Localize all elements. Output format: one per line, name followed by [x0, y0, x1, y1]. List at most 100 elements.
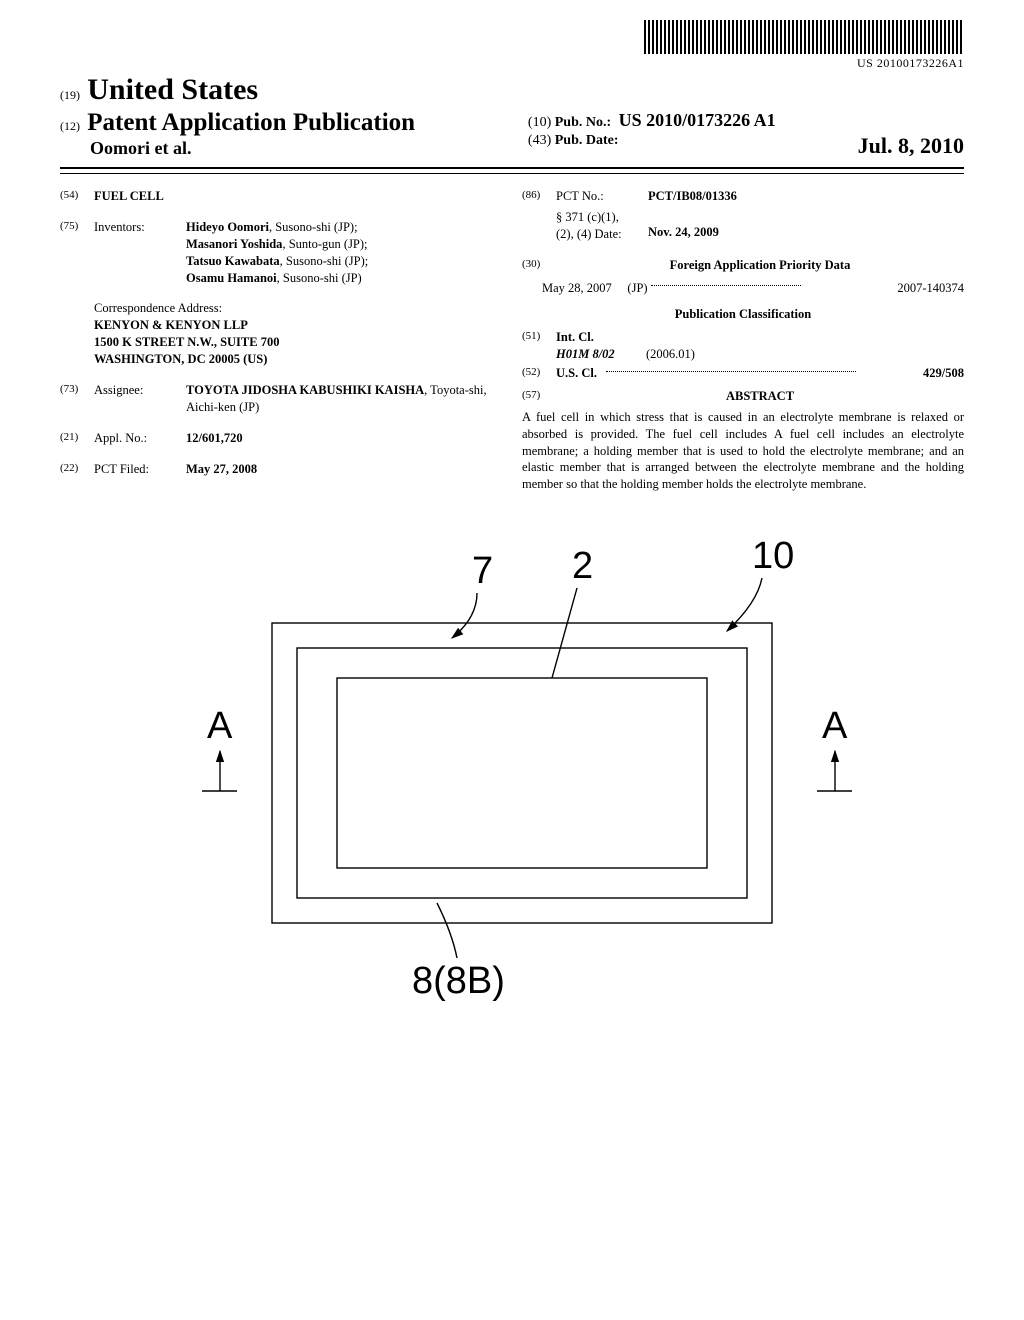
code-21: (21)	[60, 430, 94, 447]
bibliographic-data: (54) FUEL CELL (75) Inventors: Hideyo Oo…	[60, 188, 964, 493]
title-entry: (54) FUEL CELL	[60, 188, 502, 205]
s371-entry: § 371 (c)(1), (2), (4) Date: Nov. 24, 20…	[522, 209, 964, 243]
appl-no-entry: (21) Appl. No.: 12/601,720	[60, 430, 502, 447]
leader-8	[437, 903, 457, 958]
inventor-loc: , Sunto-gun (JP);	[282, 237, 367, 251]
abstract-text: A fuel cell in which stress that is caus…	[522, 409, 964, 493]
code-12: (12)	[60, 119, 80, 133]
country-name: United States	[87, 73, 258, 106]
code-73: (73)	[60, 382, 94, 416]
assignee-name: TOYOTA JIDOSHA KABUSHIKI KAISHA	[186, 383, 424, 397]
foreign-priority-row: May 28, 2007 (JP) 2007-140374	[542, 280, 964, 297]
assignee-entry: (73) Assignee: TOYOTA JIDOSHA KABUSHIKI …	[60, 382, 502, 416]
corr-line: KENYON & KENYON LLP	[94, 318, 248, 332]
inventors-entry: (75) Inventors: Hideyo Oomori, Susono-sh…	[60, 219, 502, 287]
s371-a: § 371 (c)(1),	[556, 210, 619, 224]
figure-label-10: 10	[752, 535, 794, 577]
dotfill	[606, 371, 856, 372]
barcode-text: US 20100173226A1	[60, 56, 964, 71]
intcl-label: Int. Cl.	[556, 330, 594, 344]
corr-label: Correspondence Address:	[94, 301, 222, 315]
foreign-country: (JP)	[627, 281, 647, 295]
code-86: (86)	[522, 188, 556, 205]
s371-label: § 371 (c)(1), (2), (4) Date:	[556, 209, 648, 243]
pct-no: PCT/IB08/01336	[648, 189, 737, 203]
leader-2	[552, 588, 577, 678]
code-75: (75)	[60, 219, 94, 287]
authors-header: Oomori et al.	[90, 138, 518, 159]
uscl-value: 429/508	[923, 365, 964, 382]
figure-label-8: 8(8B)	[412, 960, 505, 1002]
corr-line: WASHINGTON, DC 20005 (US)	[94, 352, 267, 366]
code-54: (54)	[60, 188, 94, 205]
inventor-name: Tatsuo Kawabata	[186, 254, 280, 268]
pub-no-label: Pub. No.:	[555, 115, 611, 130]
pct-filed-label: PCT Filed:	[94, 461, 186, 478]
assignee-label: Assignee:	[94, 382, 186, 416]
rule-thin	[60, 173, 964, 174]
inventor-loc: , Susono-shi (JP)	[277, 271, 362, 285]
code-57: (57)	[522, 388, 556, 405]
uscl-label: U.S. Cl.	[556, 366, 597, 380]
pct-filed-entry: (22) PCT Filed: May 27, 2008	[60, 461, 502, 478]
dotfill	[651, 285, 801, 286]
figure-middle-rect	[297, 648, 747, 898]
foreign-app-no: 2007-140374	[897, 280, 964, 297]
figure-label-A-right: A	[822, 705, 848, 747]
pub-date: Jul. 8, 2010	[858, 133, 964, 159]
pct-no-entry: (86) PCT No.: PCT/IB08/01336	[522, 188, 964, 205]
intcl-entry: (51) Int. Cl. H01M 8/02 (2006.01)	[522, 329, 964, 363]
figure-svg: 7 2 10 A A 8(8B)	[142, 523, 882, 1003]
correspondence-address: Correspondence Address: KENYON & KENYON …	[94, 300, 502, 368]
barcode-graphic	[644, 20, 964, 54]
pct-filed-date: May 27, 2008	[186, 462, 257, 476]
inventor-name: Osamu Hamanoi	[186, 271, 277, 285]
figure-region: 7 2 10 A A 8(8B)	[60, 523, 964, 1007]
code-22: (22)	[60, 461, 94, 478]
invention-title: FUEL CELL	[94, 189, 164, 203]
leader-7	[452, 593, 477, 638]
foreign-heading: Foreign Application Priority Data	[670, 258, 851, 272]
foreign-priority-entry: (30) Foreign Application Priority Data	[522, 257, 964, 274]
pub-no: US 2010/0173226 A1	[619, 110, 776, 130]
foreign-date: May 28, 2007	[542, 281, 612, 295]
pub-date-label: Pub. Date:	[555, 133, 619, 148]
pct-no-label: PCT No.:	[556, 188, 648, 205]
inventors-label: Inventors:	[94, 219, 186, 287]
abstract-heading: ABSTRACT	[726, 389, 794, 403]
inventor-name: Masanori Yoshida	[186, 237, 282, 251]
s371-date: Nov. 24, 2009	[648, 225, 719, 239]
pub-class-heading: Publication Classification	[522, 306, 964, 323]
figure-label-7: 7	[472, 550, 493, 592]
left-column: (54) FUEL CELL (75) Inventors: Hideyo Oo…	[60, 188, 502, 493]
appl-no-label: Appl. No.:	[94, 430, 186, 447]
header-right: (10) Pub. No.: US 2010/0173226 A1 (43) P…	[518, 110, 964, 159]
code-52: (52)	[522, 365, 556, 382]
inventors-list: Hideyo Oomori, Susono-shi (JP); Masanori…	[186, 219, 502, 287]
figure-label-A-left: A	[207, 705, 233, 747]
appl-no: 12/601,720	[186, 431, 243, 445]
corr-line: 1500 K STREET N.W., SUITE 700	[94, 335, 279, 349]
figure-outer-rect	[272, 623, 772, 923]
inventor-name: Hideyo Oomori	[186, 220, 269, 234]
inventor-loc: , Susono-shi (JP);	[269, 220, 358, 234]
abstract-heading-row: (57) ABSTRACT	[522, 388, 964, 405]
header-left: (19) United States (12) Patent Applicati…	[60, 73, 518, 159]
inventor-loc: , Susono-shi (JP);	[280, 254, 369, 268]
figure-label-2: 2	[572, 545, 593, 587]
right-column: (86) PCT No.: PCT/IB08/01336 § 371 (c)(1…	[522, 188, 964, 493]
code-19: (19)	[60, 88, 80, 102]
intcl-version: (2006.01)	[646, 347, 695, 361]
uscl-entry: (52) U.S. Cl. 429/508	[522, 365, 964, 382]
intcl-code: H01M 8/02	[556, 347, 615, 361]
code-30: (30)	[522, 257, 556, 274]
code-51: (51)	[522, 329, 556, 363]
figure-inner-rect	[337, 678, 707, 868]
header: (19) United States (12) Patent Applicati…	[60, 73, 964, 159]
code-43: (43)	[528, 133, 551, 148]
rule-heavy	[60, 167, 964, 169]
barcode-region: US 20100173226A1	[60, 20, 964, 71]
document-type: Patent Application Publication	[87, 109, 415, 136]
s371-b: (2), (4) Date:	[556, 227, 622, 241]
code-10: (10)	[528, 115, 551, 130]
